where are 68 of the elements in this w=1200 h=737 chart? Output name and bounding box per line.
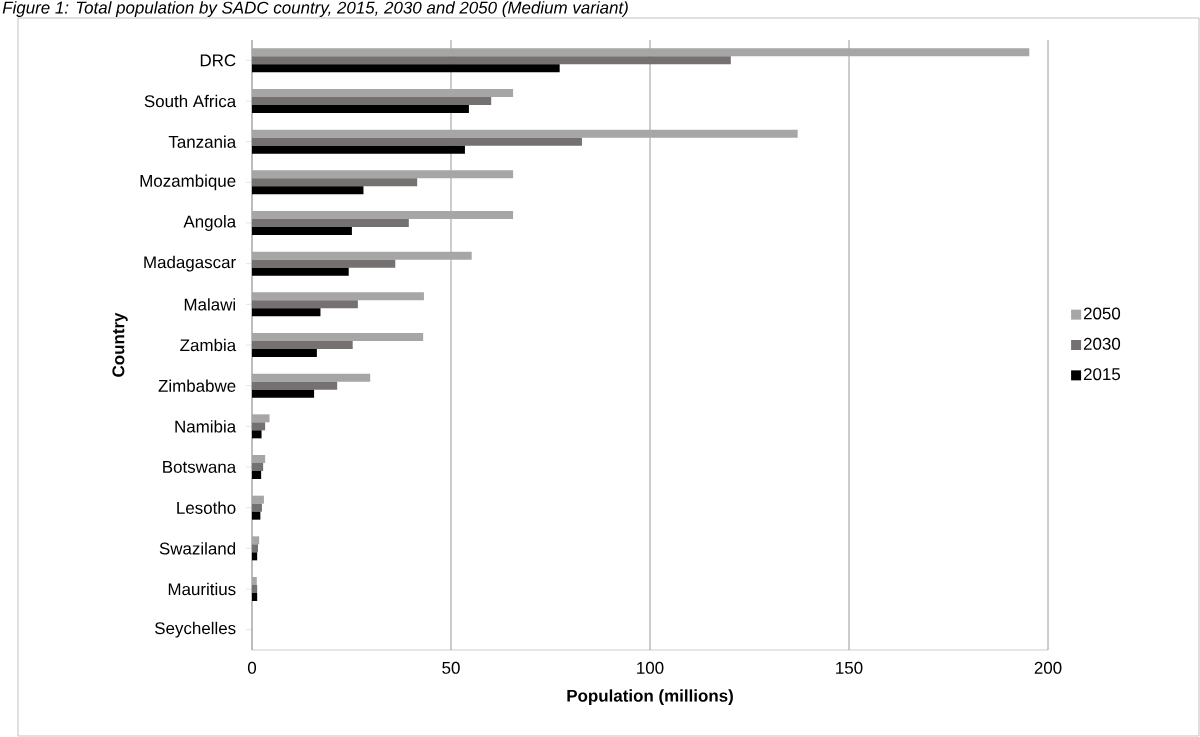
- bar: [252, 56, 731, 65]
- x-tick-label: 100: [637, 661, 664, 674]
- y-tick-label: Tanzania: [168, 135, 237, 148]
- bar: [252, 170, 514, 179]
- bar: [252, 349, 317, 357]
- y-tick-label: South Africa: [144, 94, 237, 108]
- bar: [252, 97, 492, 105]
- bar: [252, 373, 371, 382]
- bar: [252, 186, 364, 195]
- bar: [252, 585, 258, 594]
- x-tick-label: 0: [247, 661, 257, 674]
- y-tick-label: Swaziland: [159, 542, 236, 555]
- x-tick-label: 50: [442, 661, 460, 674]
- bar: [252, 455, 266, 463]
- bar: [252, 333, 424, 341]
- y-tick-label: Botswana: [163, 461, 237, 473]
- bar: [252, 471, 262, 480]
- y-tick-label: Seychelles: [155, 621, 236, 638]
- bar: [252, 552, 258, 561]
- y-tick-label: Zimbabwe: [158, 379, 236, 392]
- y-tick-label: Lesotho: [177, 501, 236, 514]
- y-tick-label: Mozambique: [140, 174, 236, 191]
- y-tick-label: DRC: [200, 54, 236, 67]
- bar: [252, 251, 472, 260]
- bar: [252, 211, 514, 219]
- bar: [252, 511, 261, 520]
- bar: [252, 48, 1030, 57]
- bar: [252, 389, 315, 398]
- bar: [252, 129, 798, 138]
- bar: [252, 300, 358, 309]
- y-tick-label: Namibia: [175, 420, 237, 433]
- bar: [252, 463, 264, 471]
- bar: [252, 89, 514, 97]
- bar: [252, 227, 352, 235]
- bar: [252, 430, 262, 439]
- legend-label: 2015: [1083, 368, 1121, 381]
- bar: [252, 308, 321, 317]
- bar: [252, 292, 424, 301]
- bar: [252, 267, 349, 276]
- bar: [252, 64, 560, 73]
- bar: [252, 544, 258, 553]
- bar: [252, 422, 266, 431]
- legend-label: 2030: [1083, 337, 1121, 350]
- bar: [252, 219, 409, 227]
- y-axis-title: Country: [112, 312, 128, 377]
- y-tick-label: Zambia: [180, 338, 237, 352]
- x-axis-title: Population (millions): [567, 689, 733, 706]
- bar: [252, 577, 257, 586]
- bar: [252, 145, 465, 154]
- y-tick-label: Malawi: [184, 298, 236, 311]
- bar: [252, 503, 262, 512]
- bar: [252, 137, 582, 146]
- bar: [252, 341, 353, 349]
- bar: [252, 414, 270, 423]
- x-tick-label: 200: [1034, 661, 1062, 674]
- bar: [252, 381, 338, 390]
- y-tick-label: Mauritius: [168, 582, 236, 596]
- bar: [252, 593, 258, 602]
- bar: [252, 495, 264, 504]
- bar: [252, 105, 469, 113]
- bar: [252, 259, 396, 268]
- chart-title: Figure 1: Total population by SADC country, 2015, 2030 and 2050 (Medium variant): [2, 1, 628, 17]
- legend-label: 2050: [1083, 307, 1121, 320]
- bar: [252, 178, 418, 187]
- x-tick-label: 150: [836, 661, 863, 674]
- bar: [252, 536, 260, 545]
- y-tick-label: Angola: [183, 215, 237, 231]
- y-tick-label: Madagascar: [144, 255, 236, 272]
